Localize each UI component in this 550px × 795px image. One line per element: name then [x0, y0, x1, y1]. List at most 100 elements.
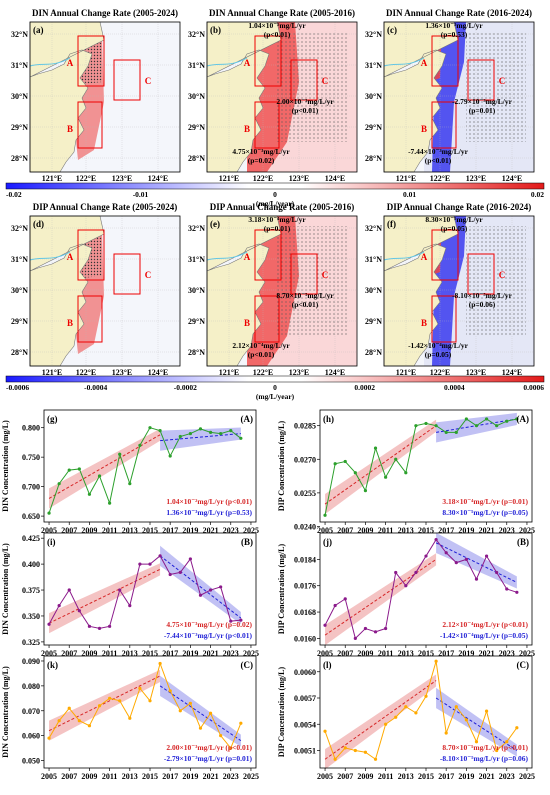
river-line [206, 251, 248, 261]
colorbar-unit-label: (mg/L/year) [256, 392, 295, 401]
region-box-B [431, 101, 457, 149]
lat-tick-label: 32°N [365, 224, 382, 233]
data-point [404, 471, 408, 475]
lon-tick-label: 123°E [289, 368, 310, 377]
p-value-annotation: (p=0.53) [441, 30, 468, 39]
data-point [414, 424, 418, 428]
trend-annotation-late: -8.10×10⁻⁵mg/L/yr (p=0.06) [440, 754, 529, 763]
lon-tick-label: 124°E [502, 368, 523, 377]
p-value-annotation: (p<0.01) [292, 300, 319, 309]
map-panel-e: DIP Annual Change Rate (2005-2016) A B C (e)… [188, 202, 358, 377]
lon-tick-label: 122°E [76, 368, 97, 377]
y-tick-label: 0.650 [22, 512, 40, 521]
data-point [158, 661, 162, 666]
data-point [77, 719, 81, 723]
lat-tick-label: 32°N [11, 30, 28, 39]
data-point [67, 468, 71, 472]
x-tick-label: 2013 [398, 772, 414, 781]
lat-tick-label: 28°N [188, 348, 205, 357]
region-box-A [77, 229, 105, 281]
y-tick-label: 0.0184 [294, 555, 316, 564]
p-value-annotation: (p=0.02) [248, 156, 275, 165]
lat-tick-label: 28°N [365, 154, 382, 163]
trend-line-early [324, 558, 437, 636]
p-value-annotation: (p<0.01) [425, 156, 452, 165]
map-panel-d: DIP Annual Change Rate (2005-2024) A B C (d)… [11, 202, 181, 377]
significance-hatch [466, 226, 526, 336]
lon-tick-label: 124°E [325, 368, 346, 377]
y-tick-label: 0.050 [22, 757, 40, 766]
x-tick-label: 2021 [479, 649, 495, 658]
trend-annotation-late: -7.44×10⁻³mg/L/yr (p<0.01) [164, 631, 253, 640]
lon-tick-label: 121°E [396, 174, 417, 183]
rate-annotation: 2.00×10⁻³mg/L/yr [276, 97, 334, 106]
region-label-B: B [67, 124, 73, 134]
y-tick-label: 0.0060 [294, 668, 316, 677]
map-title: DIP Annual Change Rate (2005-2016) [210, 202, 355, 212]
confidence-band-early [325, 419, 437, 515]
x-tick-label: 2023 [499, 649, 515, 658]
data-point [188, 557, 192, 561]
lon-tick-label: 121°E [219, 368, 240, 377]
lat-tick-label: 29°N [188, 317, 205, 326]
map-panel-c: DIN Annual Change Rate (2016-2024) A B C (c)… [365, 8, 535, 183]
region-label-A: A [421, 58, 428, 68]
region-label: (A) [241, 414, 254, 424]
panel-label: (c) [387, 25, 397, 35]
lon-tick-label: 123°E [466, 174, 487, 183]
x-tick-label: 2021 [203, 649, 219, 658]
rate-annotation: -7.44×10⁻³mg/L/yr [408, 147, 469, 156]
x-tick-label: 2019 [182, 649, 198, 658]
region-box-B [77, 101, 103, 149]
x-tick-label: 2007 [61, 772, 77, 781]
significance-hatch [277, 226, 347, 336]
confidence-band-early [49, 563, 161, 634]
data-point [384, 626, 388, 631]
y-tick-label: 0.070 [22, 707, 40, 716]
data-point [128, 716, 132, 720]
x-tick-label: 2007 [61, 526, 77, 535]
data-point [57, 603, 61, 608]
data-point [77, 467, 81, 471]
series-line [48, 555, 241, 629]
data-point [505, 419, 509, 423]
data-point [454, 705, 458, 709]
x-tick-label: 2023 [223, 772, 239, 781]
y-tick-label: 0.0160 [294, 634, 316, 643]
data-point [97, 704, 102, 708]
data-point [77, 609, 81, 613]
chart-panel-h: 0.0285 0.0270 0.0255 0.0240 2005 2007 2009 2011… [277, 409, 535, 535]
trend-line-late [435, 697, 518, 751]
region-label: (A) [517, 414, 530, 424]
rate-annotation: 2.12×10⁻⁴mg/L/yr [232, 341, 290, 350]
data-point [474, 577, 479, 581]
data-point [138, 443, 142, 447]
data-point [353, 748, 357, 753]
x-tick-label: 2019 [458, 526, 474, 535]
panel-label: (a) [33, 25, 44, 35]
colorbar-tick-label: -0.02 [6, 190, 22, 199]
x-tick-label: 2005 [317, 772, 333, 781]
data-point [108, 501, 112, 505]
map-panel-b: DIN Annual Change Rate (2005-2016) A B C (b)… [188, 8, 358, 183]
x-tick-label: 2005 [41, 526, 57, 535]
colorbar-tick-label: 0.02 [531, 190, 544, 199]
trend-annotation-late: -2.79×10⁻³mg/L/yr (p=0.01) [164, 754, 253, 763]
data-point [168, 689, 172, 693]
p-value-annotation: (p=0.05) [441, 224, 468, 233]
data-point [464, 417, 468, 421]
data-point [178, 434, 182, 439]
x-tick-label: 2019 [182, 526, 198, 535]
confidence-band-late [436, 532, 517, 589]
x-tick-label: 2013 [398, 526, 414, 535]
x-tick-label: 2019 [458, 772, 474, 781]
x-tick-label: 2013 [122, 772, 138, 781]
data-point [384, 722, 388, 726]
data-point [394, 715, 398, 719]
lon-tick-label: 124°E [325, 174, 346, 183]
data-point [87, 492, 92, 496]
x-tick-label: 2009 [357, 772, 373, 781]
